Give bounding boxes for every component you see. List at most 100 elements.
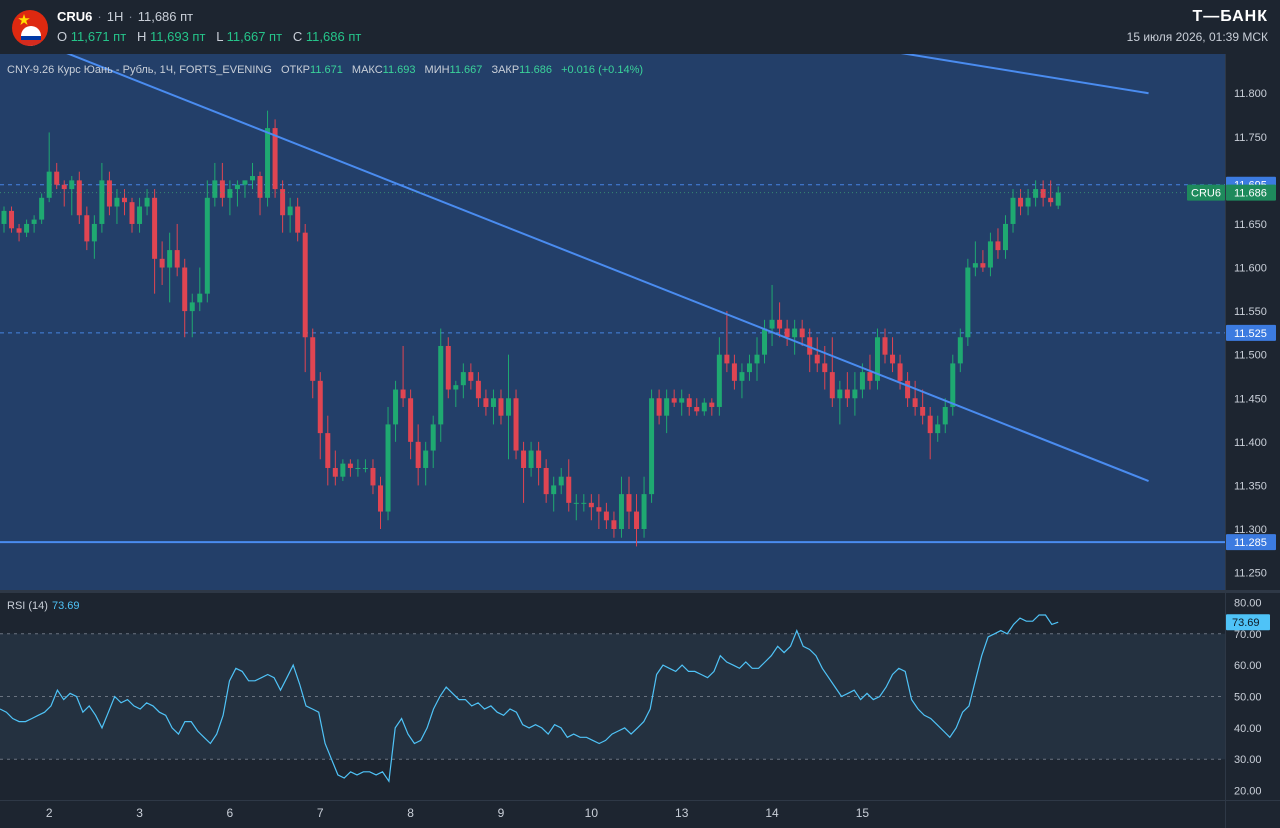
- candle-body: [137, 206, 143, 224]
- candle-body: [867, 372, 873, 381]
- low-label: L: [216, 29, 224, 44]
- candle-body: [46, 171, 52, 198]
- candle-body: [506, 398, 512, 416]
- interval-label[interactable]: 1H: [106, 9, 124, 24]
- high-value: 11,693 пт: [150, 29, 206, 44]
- candle-body: [182, 267, 188, 312]
- candle-body: [468, 372, 474, 381]
- time-tick-label: 14: [765, 806, 779, 820]
- candle-body: [204, 197, 210, 294]
- candle-body: [784, 328, 790, 338]
- time-tick-label: 9: [498, 806, 505, 820]
- legend-open: 11.671: [310, 64, 343, 76]
- candle-body: [769, 319, 775, 329]
- high-label: H: [137, 29, 147, 44]
- candle-body: [596, 507, 602, 512]
- header-ohlc-line: O 11,671 пт H 11,693 пт L 11,667 пт C 11…: [57, 29, 361, 44]
- candle-body: [972, 263, 978, 268]
- candle-body: [1048, 197, 1054, 203]
- candle-body: [423, 450, 429, 468]
- candle-body: [76, 180, 82, 216]
- chart-canvas[interactable]: 11.250 11.300 11.350 11.400 11.450 11.500 11.5…: [0, 54, 1280, 828]
- candle-body: [626, 494, 632, 512]
- candle-body: [332, 467, 338, 477]
- candle-body: [649, 398, 655, 495]
- candle-body: [874, 337, 880, 381]
- candle-body: [460, 372, 466, 386]
- candle-body: [197, 293, 203, 303]
- candle-body: [91, 223, 97, 242]
- candle-body: [69, 180, 75, 190]
- candle-body: [1010, 197, 1016, 224]
- level-price-tag-label: 11.285: [1234, 537, 1267, 549]
- rsi-tick-label: 50.00: [1234, 692, 1262, 704]
- candle-body: [490, 398, 496, 407]
- candle-body: [746, 363, 752, 373]
- candle-body: [347, 463, 353, 468]
- time-tick-label: 7: [317, 806, 324, 820]
- candle-body: [159, 258, 165, 268]
- candle-body: [219, 180, 225, 198]
- candle-body: [227, 189, 233, 198]
- price-tick-label: 11.250: [1234, 568, 1267, 580]
- candle-body: [573, 502, 579, 504]
- main-pane-background: [0, 54, 1225, 590]
- low-value: 11,667 пт: [226, 29, 283, 44]
- candle-body: [965, 267, 971, 338]
- candle-body: [129, 202, 135, 224]
- price-tick-label: 11.650: [1234, 219, 1267, 231]
- candle-body: [9, 210, 15, 229]
- candle-body: [731, 363, 737, 381]
- candle-body: [920, 406, 926, 416]
- candle-body: [355, 467, 361, 469]
- trendlines-layer: [66, 54, 1149, 482]
- candle-body: [536, 450, 542, 468]
- legend-low-label: МИН: [424, 64, 450, 76]
- candle-body: [611, 520, 617, 529]
- candle-body: [618, 494, 624, 529]
- candle-body: [521, 450, 527, 468]
- candle-body: [799, 328, 805, 338]
- candle-body: [634, 511, 640, 529]
- candle-body: [701, 402, 707, 412]
- candle-body: [1055, 192, 1061, 206]
- candle-body: [152, 197, 158, 259]
- time-tick-label: 2: [46, 806, 53, 820]
- candle-body: [393, 389, 399, 425]
- chart-header: CRU6 · 1H · 11,686 пт O 11,671 пт H 11,693 п…: [0, 0, 1280, 54]
- last-price: 11,686 пт: [137, 9, 194, 24]
- candle-body: [709, 402, 715, 407]
- candle-body: [325, 433, 331, 468]
- level-price-tag-label: 11.525: [1234, 328, 1267, 340]
- rsi-tick-label: 70.00: [1234, 629, 1262, 641]
- candle-body: [777, 319, 783, 329]
- candle-body: [340, 463, 346, 477]
- candle-body: [792, 328, 798, 338]
- last-price-tag: [1226, 184, 1276, 201]
- candle-body: [1033, 189, 1039, 198]
- candle-body: [144, 197, 150, 207]
- level-price-tag: [1226, 534, 1276, 551]
- candle-body: [302, 232, 308, 338]
- candle-body: [980, 263, 986, 268]
- price-tick-label: 11.400: [1234, 437, 1267, 449]
- candle-body: [385, 424, 391, 512]
- candle-body: [829, 372, 835, 399]
- candle-body: [603, 511, 609, 521]
- candle-body: [882, 337, 888, 355]
- price-tick-label: 11.450: [1234, 393, 1267, 405]
- time-tick-label: 10: [585, 806, 599, 820]
- candle-body: [16, 228, 22, 233]
- candle-body: [317, 380, 323, 434]
- candle-body: [716, 354, 722, 407]
- price-tick-label: 11.300: [1234, 524, 1267, 536]
- candle-body: [1, 210, 7, 224]
- candle-body: [558, 476, 564, 486]
- candle-body: [739, 372, 745, 381]
- legend-open-label: ОТКР: [280, 64, 311, 76]
- rsi-tick-label: 30.00: [1234, 754, 1262, 766]
- legend-description: CNY-9.26 Курс Юань - Рубль, 1Ч, FORTS_EV…: [7, 64, 272, 76]
- candle-body: [272, 128, 278, 190]
- symbol-name[interactable]: CRU6: [57, 9, 93, 24]
